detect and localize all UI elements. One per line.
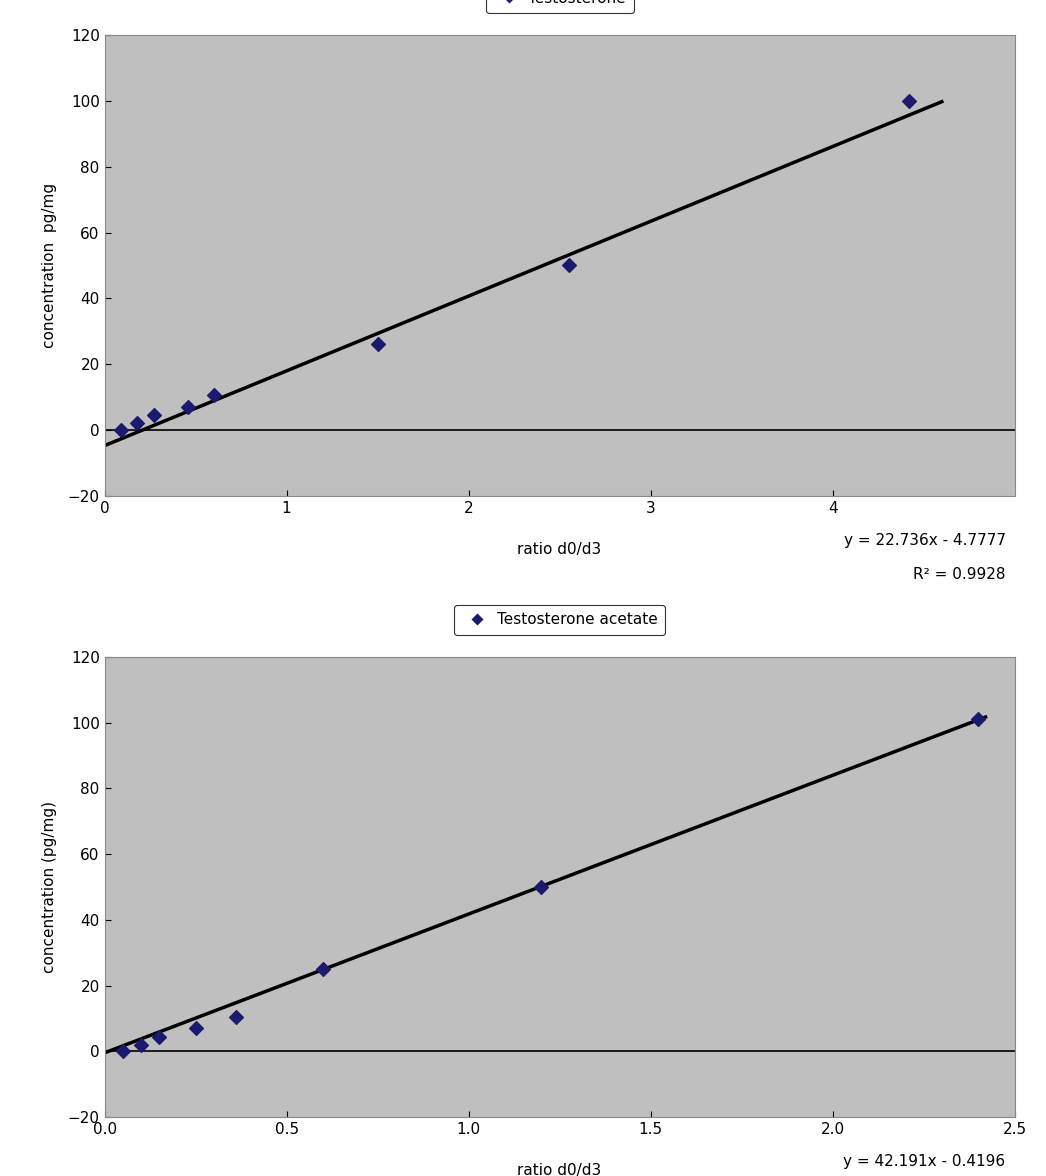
Text: y = 22.736x - 4.7777: y = 22.736x - 4.7777 bbox=[843, 533, 1005, 548]
Point bbox=[315, 960, 332, 978]
Point bbox=[970, 710, 986, 729]
Point bbox=[561, 256, 577, 275]
Legend: Testosterone: Testosterone bbox=[485, 0, 634, 13]
Point bbox=[129, 414, 145, 433]
Legend: Testosterone acetate: Testosterone acetate bbox=[454, 604, 665, 635]
Point bbox=[205, 386, 222, 405]
Point bbox=[533, 877, 550, 896]
Text: y = 42.191x - 0.4196: y = 42.191x - 0.4196 bbox=[843, 1154, 1005, 1169]
Point bbox=[114, 1042, 131, 1061]
Point bbox=[227, 1008, 244, 1027]
Y-axis label: concentration (pg/mg): concentration (pg/mg) bbox=[42, 801, 56, 973]
Point bbox=[113, 421, 130, 440]
Point bbox=[369, 335, 386, 354]
Point bbox=[180, 397, 197, 416]
Point bbox=[901, 92, 917, 111]
Point bbox=[151, 1027, 167, 1045]
Point bbox=[133, 1035, 150, 1054]
Point bbox=[187, 1018, 204, 1037]
Point bbox=[145, 406, 162, 425]
Text: ratio d0/d3: ratio d0/d3 bbox=[518, 1163, 601, 1176]
Y-axis label: concentration  pg/mg: concentration pg/mg bbox=[42, 183, 56, 348]
Text: R² = 0.9928: R² = 0.9928 bbox=[913, 567, 1005, 582]
Text: ratio d0/d3: ratio d0/d3 bbox=[518, 542, 601, 556]
